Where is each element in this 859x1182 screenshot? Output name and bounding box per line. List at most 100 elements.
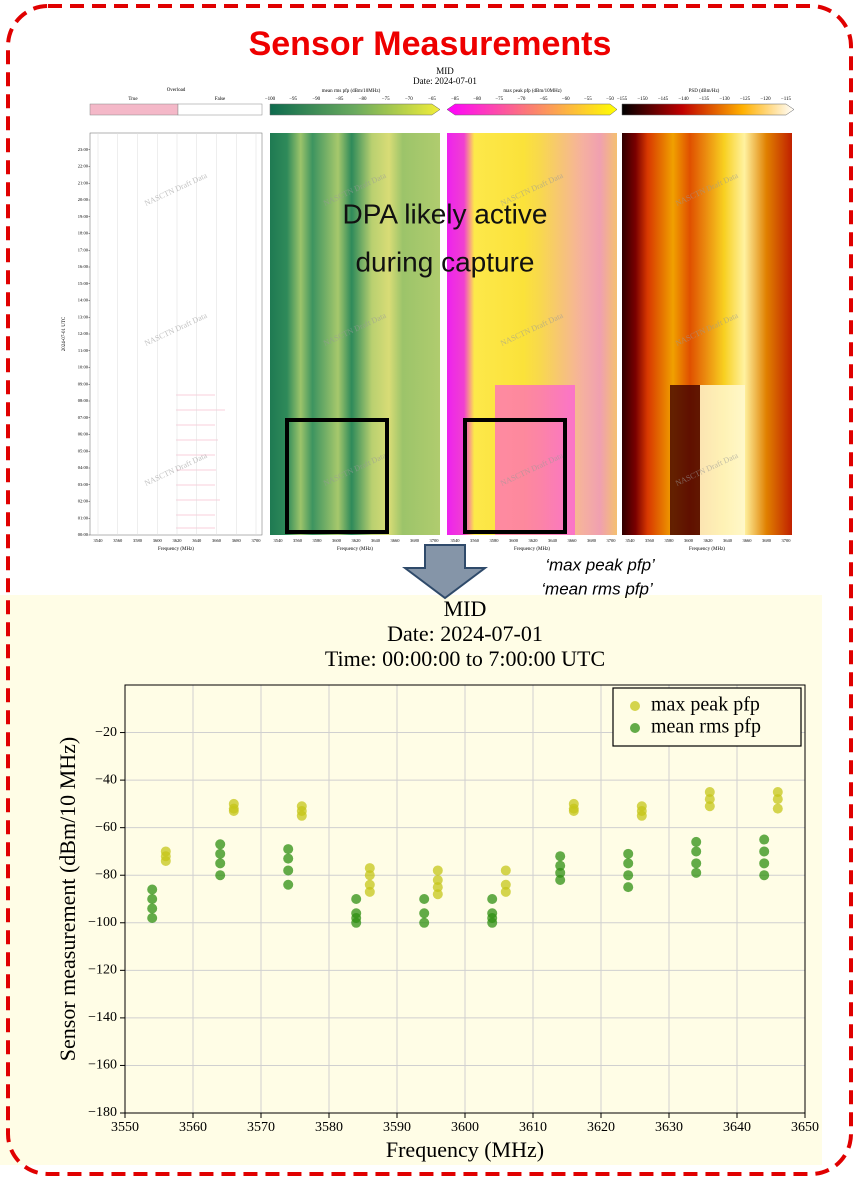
colorbar-tick-label: −50 [606,97,614,102]
point [691,836,702,847]
highlight-box [285,418,389,534]
freq-tick-label: 3600 [332,538,342,543]
freq-tick-label: 3560 [645,538,655,543]
heatmap-date: Date: 2024-07-01 [413,76,477,86]
time-tick-label: 12:00 [78,331,89,336]
y-tick-label: −140 [88,1010,117,1025]
point [147,903,158,914]
freq-axis-label: Frequency (MHz) [337,547,373,552]
point [704,787,715,797]
freq-tick-label: 3560 [470,538,480,543]
point [283,879,294,890]
point [704,801,715,812]
colorbar-tick-label: −150 [637,97,648,102]
colorbar-tick-label: −75 [382,97,390,102]
colorbar-tick-label: −65 [540,97,548,102]
time-tick-label: 05:00 [78,448,89,453]
freq-tick-label: 3700 [607,538,617,543]
colorbar-tick-label: −135 [699,97,710,102]
colorbar-tick-label: −60 [562,97,570,102]
colorbar-tick-label: −95 [289,97,297,102]
freq-tick-label: 3620 [352,538,362,543]
colorbar [269,103,441,116]
colorbar [621,103,795,116]
y-tick-label: −40 [95,772,117,787]
freq-tick-label: 3680 [232,538,242,543]
colorbar-tick-label: −145 [658,97,669,102]
point [500,879,511,890]
point [772,787,783,797]
point [772,803,783,814]
colorbar-tick-label: −55 [584,97,592,102]
time-tick-label: 18:00 [78,231,89,236]
point [759,834,770,845]
overload-false-swatch [177,103,263,116]
point [432,889,443,900]
time-tick-label: 03:00 [78,482,89,487]
legend-marker [630,723,640,733]
freq-tick-label: 3660 [212,538,222,543]
overload-true: True [128,97,138,102]
point [432,865,443,876]
overload-false: False [215,97,226,102]
point [691,846,702,857]
point [364,886,375,897]
point [623,882,634,893]
x-tick-label: 3640 [723,1120,751,1135]
overload-panel [89,132,263,536]
plot-frame [124,684,806,1114]
y-tick-label: −100 [88,915,117,930]
overload-title: Overload [167,88,186,93]
plot: 3550 3560 3570 3580 3590 3600 3610 3620 3630 3640… [88,684,819,1135]
point [772,794,783,805]
y-tick-label: −20 [95,725,117,740]
point [296,810,307,821]
down-arrow [402,544,488,600]
colorbar-tick-label: −100 [265,97,276,102]
point [215,848,226,859]
point [568,806,579,817]
freq-tick-label: 3580 [313,538,323,543]
x-tick-label: 3630 [655,1120,683,1135]
freq-tick-label: 3680 [410,538,420,543]
x-tick-label: 3620 [587,1120,615,1135]
point [419,908,430,919]
x-tick-label: 3560 [179,1120,207,1135]
annotation: ‘max peak pfp’ [545,555,655,574]
time-tick-label: 02:00 [78,499,89,504]
y-tick-label: −160 [88,1058,117,1073]
freq-tick-label: 3680 [587,538,597,543]
chart-title: MID [444,596,487,621]
callout-text: during capture [355,246,534,277]
point [364,870,375,881]
freq-tick-label: 3680 [762,538,772,543]
point [283,865,294,876]
time-tick-label: 20:00 [78,197,89,202]
highlight-box [463,418,567,534]
freq-axis-label: Frequency (MHz) [689,547,725,552]
freq-tick-label: 3700 [430,538,440,543]
point [147,894,158,904]
chart-subtitle: Date: 2024-07-01 [387,621,543,646]
slide-title: Sensor Measurements [249,25,612,63]
point [432,882,443,893]
heatmap-patch [670,385,700,535]
freq-axis-label: Frequency (MHz) [158,547,194,552]
point [147,884,158,895]
time-tick-label: 22:00 [78,164,89,169]
point [691,858,702,869]
point [623,870,634,881]
colorbar-tick-label: −90 [312,97,320,102]
point [555,874,566,885]
callout-text: DPA likely active [343,198,548,229]
point [623,858,634,869]
legend-marker [630,701,640,711]
point [636,810,647,821]
legend-label: mean rms pfp [651,716,761,738]
freq-tick-label: 3600 [153,538,163,543]
freq-tick-label: 3640 [548,538,558,543]
colorbar-tick-label: −115 [781,97,792,102]
colorbar-title: PSD (dBm/Hz) [689,89,720,94]
